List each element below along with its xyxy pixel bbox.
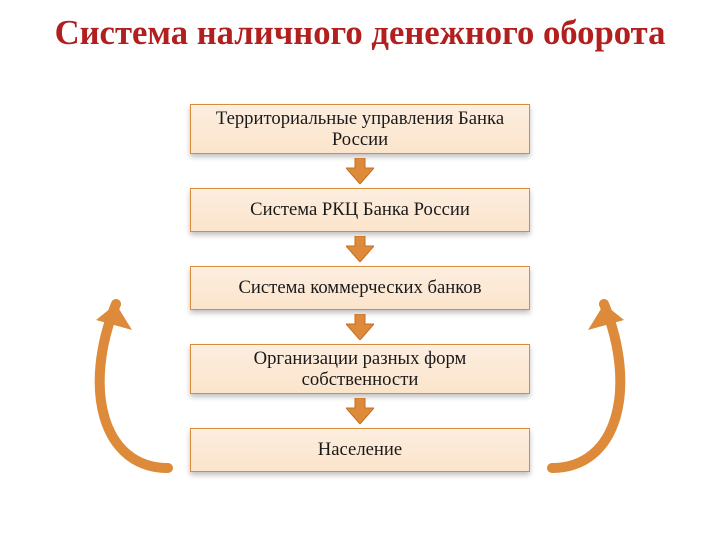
flow-box-n4: Организации разных форм собственности [190, 344, 530, 394]
down-arrow-icon [346, 314, 374, 340]
flow-box-n1: Территориальные управления Банка России [190, 104, 530, 154]
down-arrow-icon [346, 236, 374, 262]
feedback-arrow-right [528, 268, 648, 488]
slide-title: Система наличного денежного оборота [0, 0, 720, 54]
flow-box-label: Население [318, 439, 402, 460]
flow-box-n2: Система РКЦ Банка России [190, 188, 530, 232]
flow-box-n3: Система коммерческих банков [190, 266, 530, 310]
flow-box-label: Территориальные управления Банка России [205, 108, 515, 151]
flow-box-label: Система коммерческих банков [238, 277, 481, 298]
flow-box-n5: Население [190, 428, 530, 472]
flowchart: Территориальные управления Банка России С… [180, 104, 540, 472]
down-arrow-icon [346, 158, 374, 184]
flow-box-label: Система РКЦ Банка России [250, 199, 470, 220]
feedback-arrow-left [72, 268, 192, 488]
flow-box-label: Организации разных форм собственности [205, 348, 515, 391]
slide: Система наличного денежного оборота Терр… [0, 0, 720, 540]
down-arrow-icon [346, 398, 374, 424]
